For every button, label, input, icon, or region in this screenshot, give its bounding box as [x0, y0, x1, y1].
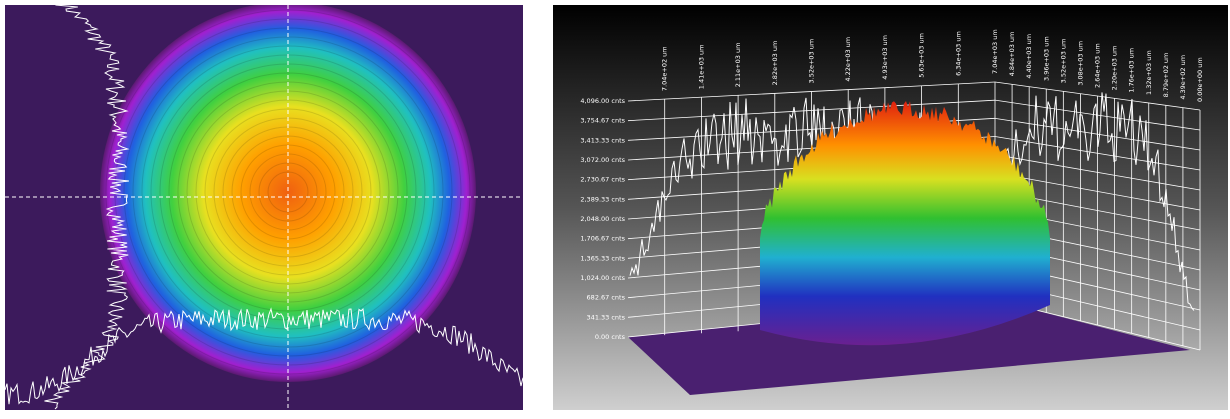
z-label: 4,096.00 cnts [580, 97, 625, 105]
z-label: 1,365.33 cnts [580, 254, 625, 262]
z-label: 1,706.67 cnts [580, 235, 625, 243]
z-label: 2,389.33 cnts [580, 195, 625, 203]
z-label: 3,072.00 cnts [580, 156, 625, 164]
z-label: 682.67 cnts [587, 294, 626, 302]
beam-image [5, 5, 523, 410]
surface-view: 4,096.00 cnts 3,754.67 cnts 3,413.33 cnts 3… [553, 5, 1228, 410]
y-label: 3.96e+03 um [1042, 36, 1050, 81]
y-label: 4.40e+03 um [1025, 34, 1033, 79]
y-label: 3.08e+03 um [1076, 41, 1084, 86]
x-label: 1.41e+03 um [697, 44, 705, 89]
z-label: 0.00 cnts [595, 333, 626, 341]
ring [168, 72, 408, 312]
ring [231, 135, 345, 249]
y-label: 1.32e+03 um [1145, 50, 1153, 95]
x-label: 7.04e+03 um [991, 29, 999, 74]
y-label: 2.64e+03 um [1094, 43, 1102, 88]
z-label: 2,730.67 cnts [580, 176, 625, 184]
y-label: 3.52e+03 um [1059, 39, 1067, 84]
z-label: 1,024.00 cnts [580, 274, 625, 282]
x-label: 6.34e+03 um [954, 31, 962, 76]
z-label: 341.33 cnts [587, 313, 626, 321]
y-label: 8.79e+02 um [1162, 53, 1170, 98]
z-label: 3,413.33 cnts [580, 136, 625, 144]
ring [105, 9, 471, 375]
x-label: 2.82e+03 um [771, 41, 779, 86]
y-label: 2.20e+03 um [1111, 46, 1119, 91]
x-label: 3.52e+03 um [808, 39, 816, 84]
x-label: 4.22e+03 um [844, 37, 852, 82]
x-label: 5.63e+03 um [918, 33, 926, 78]
z-label: 3,754.67 cnts [580, 117, 625, 125]
y-label: 4.84e+03 um [1008, 32, 1016, 77]
x-label: 2.11e+03 um [734, 43, 742, 88]
y-label: 4.39e+02 um [1179, 55, 1187, 100]
z-label: 2,048.00 cnts [580, 215, 625, 223]
x-label: 4.93e+03 um [881, 35, 889, 80]
x-label: 7.04e+02 um [661, 46, 669, 91]
y-label: 1.76e+03 um [1128, 48, 1136, 93]
y-label: 0.00e+00 um [1196, 57, 1204, 102]
